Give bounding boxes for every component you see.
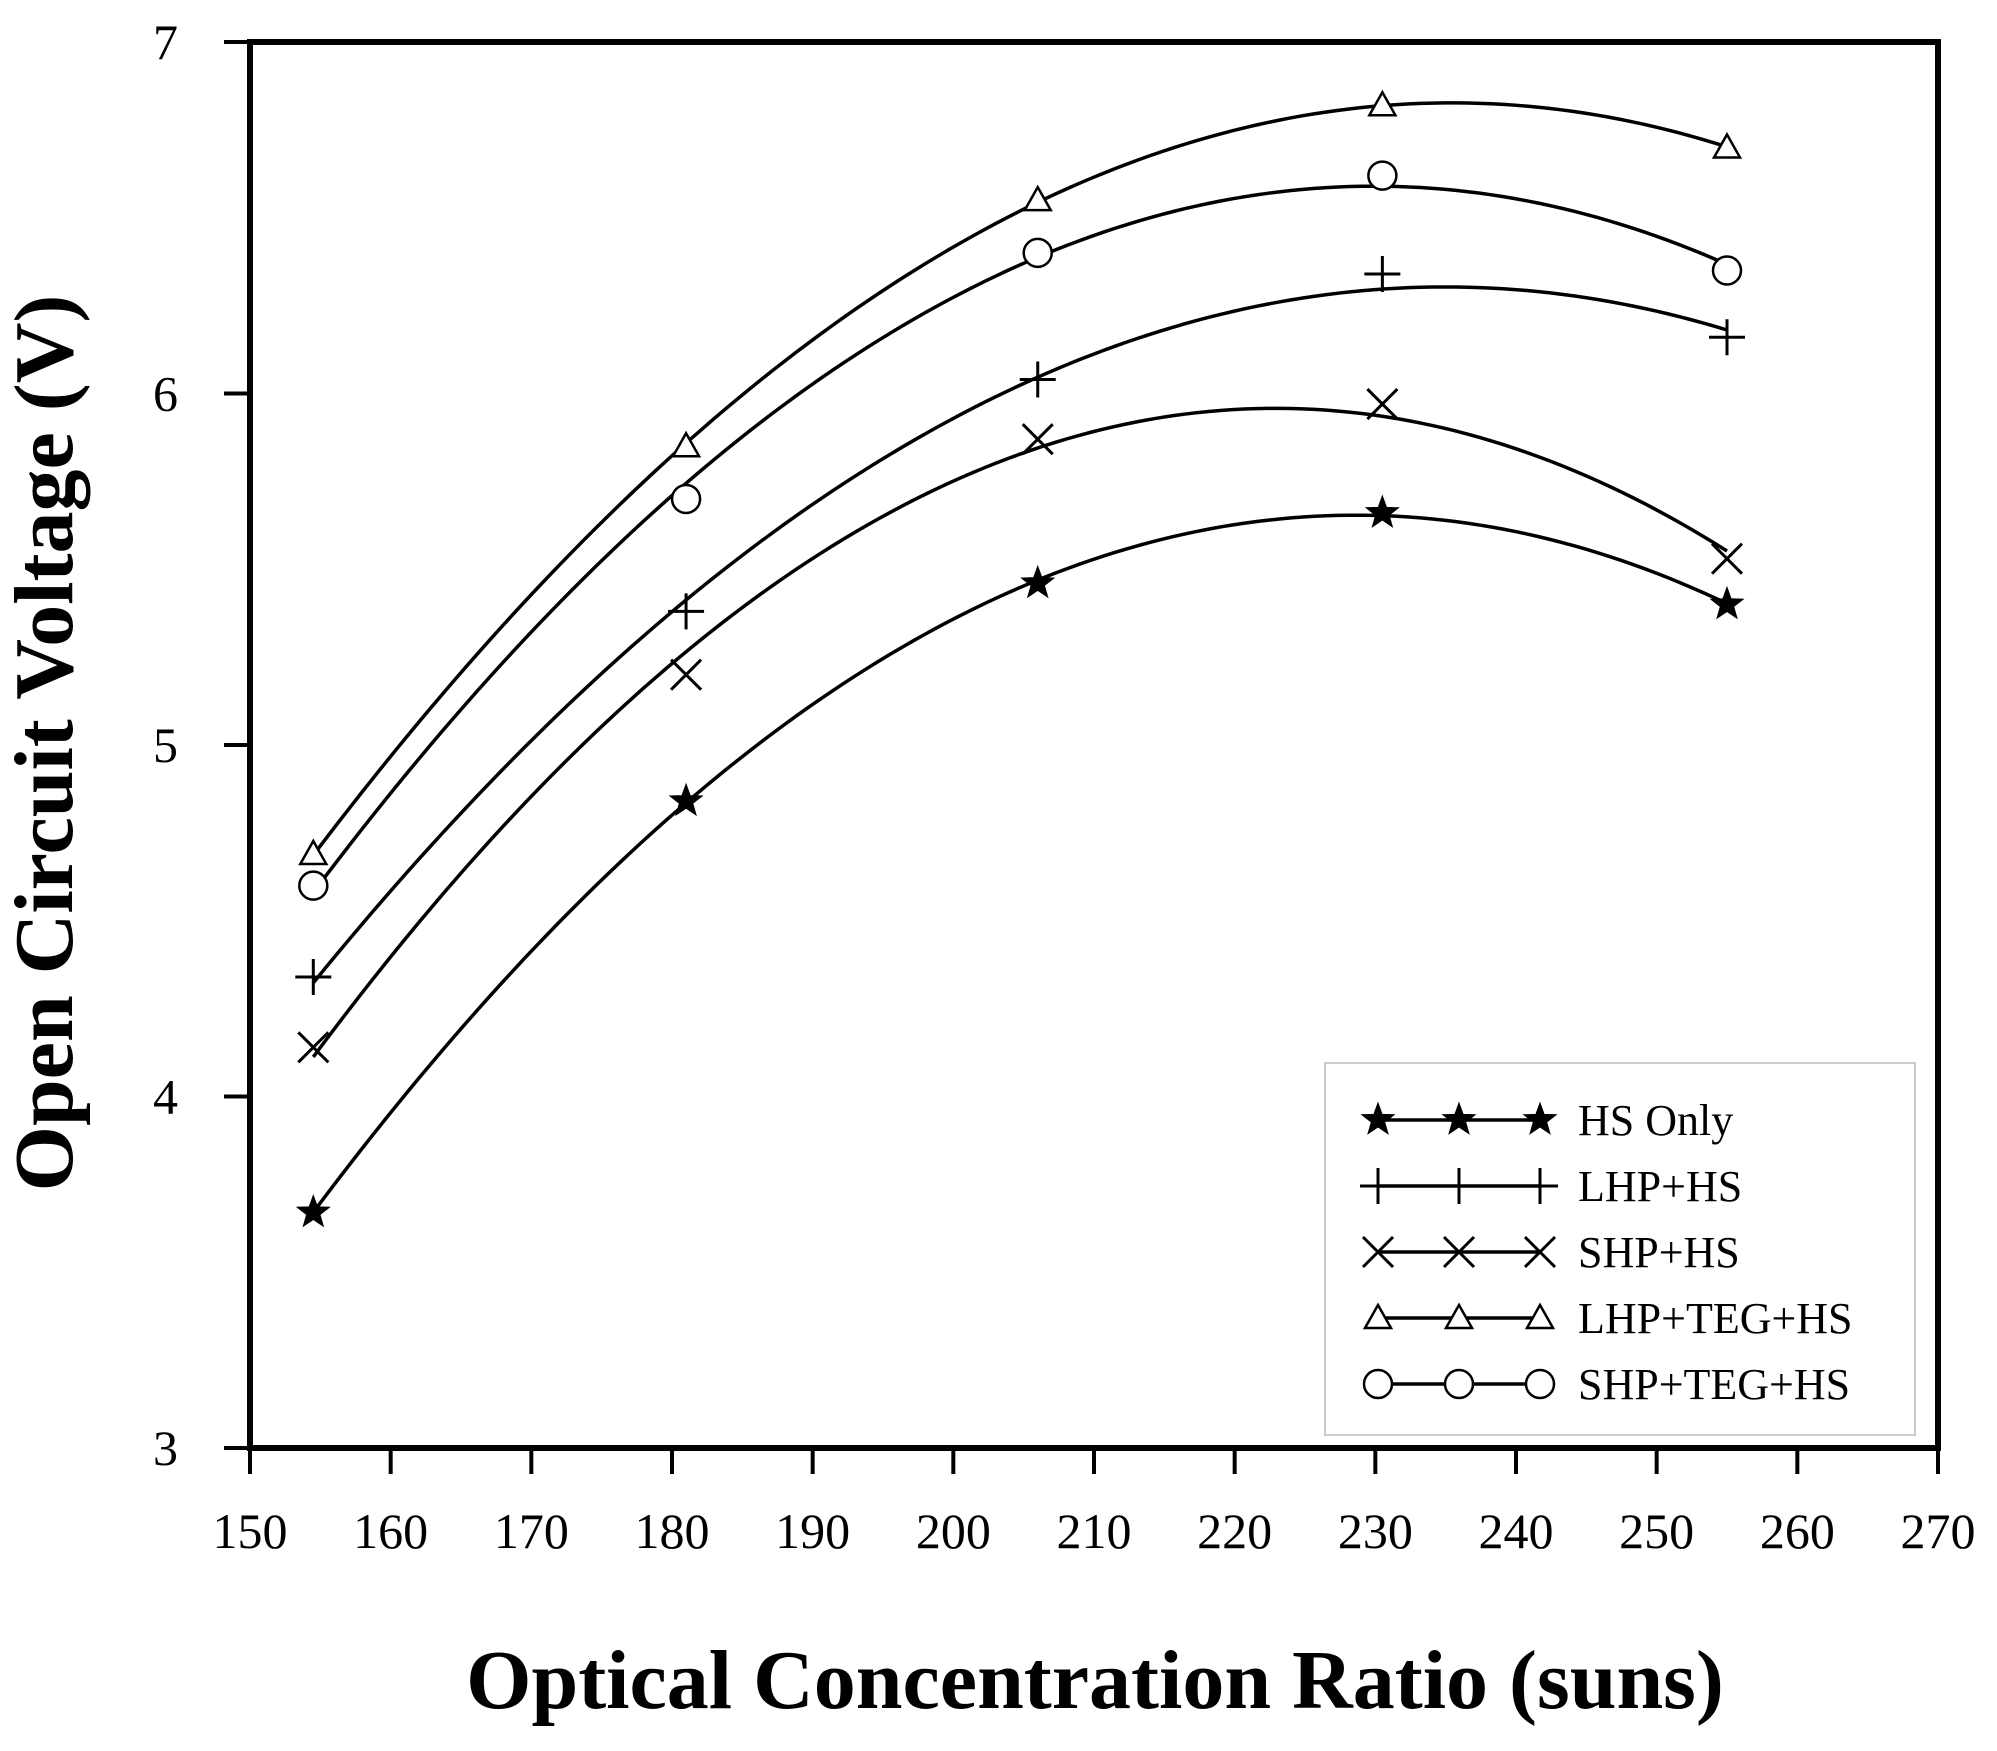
legend-box — [1324, 1062, 1916, 1436]
legend-marker — [1523, 1235, 1557, 1269]
x-tick-label: 200 — [916, 1503, 991, 1559]
y-axis-title: Open Circuit Voltage (V) — [0, 295, 91, 1192]
x-tick-label: 150 — [213, 1503, 288, 1559]
x-tick-label: 220 — [1197, 1503, 1272, 1559]
data-point — [1022, 237, 1053, 269]
legend-marker — [1360, 1101, 1396, 1135]
y-tick-label: 6 — [153, 366, 178, 422]
data-point — [1019, 361, 1056, 398]
data-point — [1710, 542, 1744, 575]
data-point — [298, 838, 329, 866]
data-point — [1020, 564, 1056, 599]
series-0 — [295, 494, 1745, 1228]
legend-marker — [1442, 1235, 1476, 1269]
legend-marker — [1362, 1368, 1394, 1400]
x-tick-label: 170 — [494, 1503, 569, 1559]
legend-item: SHP+HS — [1361, 1228, 1740, 1277]
data-point — [1364, 494, 1400, 528]
x-tick-label: 210 — [1057, 1503, 1132, 1559]
data-point — [297, 1031, 330, 1064]
data-point — [668, 782, 704, 817]
legend-item: LHP+TEG+HS — [1362, 1294, 1853, 1343]
x-tick-label: 190 — [775, 1503, 850, 1559]
legend-label: LHP+TEG+HS — [1578, 1294, 1853, 1343]
legend-marker — [1443, 1368, 1475, 1400]
data-point — [1366, 387, 1399, 421]
legend-marker — [1524, 1368, 1556, 1400]
data-point — [1709, 585, 1745, 620]
legend-marker — [1522, 1101, 1558, 1135]
y-tick-label: 4 — [153, 1069, 178, 1125]
data-point — [295, 1194, 331, 1228]
legend: HS Only LHP+HS SHP+HS LHP+TEG+HS SHP+TEG+HS — [1324, 1062, 1916, 1436]
legend-marker — [1443, 1302, 1475, 1330]
legend-marker — [1362, 1302, 1394, 1330]
legend-marker — [1361, 1235, 1395, 1269]
x-tick-label: 250 — [1619, 1503, 1694, 1559]
y-tick-label: 7 — [153, 14, 178, 70]
series-line — [311, 513, 1728, 1214]
x-tick-label: 270 — [1901, 1503, 1976, 1559]
legend-label: HS Only — [1578, 1096, 1733, 1145]
x-tick-label: 240 — [1479, 1503, 1554, 1559]
series-2 — [297, 387, 1744, 1064]
legend-marker — [1441, 1101, 1477, 1135]
x-tick-label: 160 — [353, 1503, 428, 1559]
data-point — [1367, 89, 1398, 117]
data-point — [1367, 160, 1398, 191]
data-point — [1711, 255, 1743, 286]
axes: 150 160 170 180 190 200 210 220 230 240 250 260 270 3… — [153, 14, 1976, 1559]
series-3 — [298, 89, 1743, 866]
legend-marker — [1522, 1168, 1558, 1204]
data-point — [1022, 184, 1053, 212]
series-line — [311, 184, 1728, 894]
x-tick-label: 260 — [1760, 1503, 1835, 1559]
series-line — [311, 406, 1728, 1058]
legend-item: LHP+HS — [1360, 1162, 1742, 1211]
legend-marker — [1441, 1168, 1477, 1204]
legend-label: LHP+HS — [1578, 1162, 1742, 1211]
series-line — [311, 285, 1728, 984]
data-point — [1709, 319, 1745, 356]
legend-label: SHP+HS — [1578, 1228, 1740, 1277]
legend-item: HS Only — [1360, 1096, 1733, 1145]
data-point — [1711, 131, 1743, 159]
data-point — [670, 658, 703, 691]
series-1 — [295, 255, 1745, 995]
legend-item: SHP+TEG+HS — [1362, 1360, 1850, 1409]
legend-marker — [1524, 1302, 1556, 1330]
data-point — [298, 870, 329, 901]
data-point — [670, 430, 702, 458]
data-point — [1364, 255, 1401, 292]
data-point — [670, 483, 702, 515]
data-point — [1021, 423, 1054, 456]
y-tick-label: 3 — [153, 1420, 178, 1476]
x-tick-label: 180 — [635, 1503, 710, 1559]
data-point — [295, 958, 332, 995]
data-point — [668, 593, 705, 630]
x-axis-title: Optical Concentration Ratio (suns) — [466, 1634, 1724, 1727]
series-line — [311, 101, 1728, 857]
series-layer — [295, 89, 1745, 1228]
series-4 — [298, 160, 1743, 901]
legend-marker — [1360, 1168, 1396, 1204]
x-tick-label: 230 — [1338, 1503, 1413, 1559]
y-tick-label: 5 — [153, 717, 178, 773]
legend-label: SHP+TEG+HS — [1578, 1360, 1850, 1409]
